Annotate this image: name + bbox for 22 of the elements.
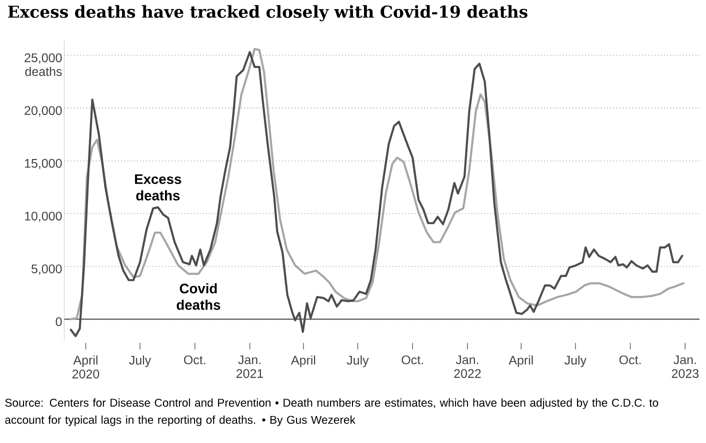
x-tick-label: July [129, 356, 152, 368]
y-tick-label: 15,000 [24, 158, 62, 170]
x-tick-label: April 2020 [72, 356, 100, 379]
x-tick-label: April [508, 356, 533, 368]
y-tick-label: 0 [56, 317, 62, 326]
x-tick-label: Jan. 2023 [672, 356, 699, 378]
y-tick-label: 5,000 [31, 264, 62, 275]
y-tick-label: 20,000 [24, 106, 62, 117]
x-tick-label: July [346, 356, 369, 368]
x-tick-label: July [564, 356, 587, 368]
y-tick-label: 25,000 deaths [24, 53, 62, 76]
x-tick-label: Oct. [184, 356, 206, 364]
x-tick-label: Jan. 2022 [454, 356, 481, 378]
x-tick-label: Oct. [619, 356, 641, 364]
source-note: Source: Centers for Disease Control and Prevention • Death numbers are estimates, which have been adjusted by the C.D.C. to account for typical lags in the reporting of deaths. • By Gus Wezerek [5, 398, 658, 426]
series-label: Excess deaths [135, 174, 182, 201]
x-tick-label: Jan. 2021 [236, 356, 264, 378]
y-tick-label: 10,000 [24, 212, 62, 222]
x-tick-label: April [290, 356, 316, 368]
x-tick-label: Oct. [402, 356, 423, 364]
series-label: Covid deaths [176, 283, 220, 310]
chart-title: Excess deaths have tracked closely with Covid-19 deaths [8, 5, 528, 22]
